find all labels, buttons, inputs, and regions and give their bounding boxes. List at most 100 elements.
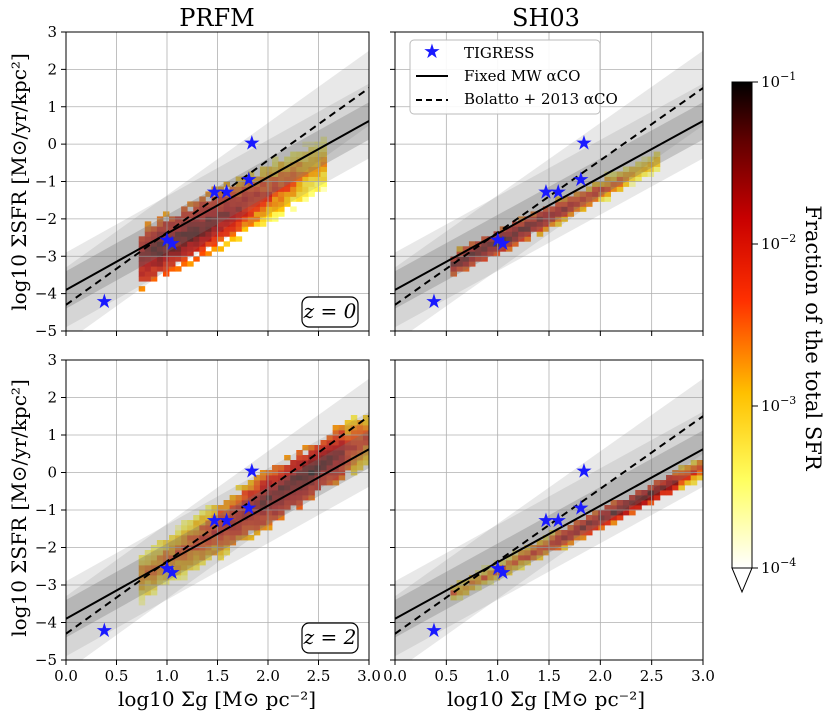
heatmap-cell [549, 206, 556, 212]
heatmap-cell [229, 206, 237, 212]
heatmap-cell [187, 560, 194, 566]
heatmap-cell [150, 246, 158, 252]
heatmap-cell [278, 505, 285, 511]
heatmap-cell [314, 156, 321, 162]
heatmap-cell [320, 440, 327, 446]
tigress-star: ★ [158, 227, 176, 251]
tigress-star: ★ [206, 180, 224, 204]
heatmap-cell [450, 271, 457, 277]
heatmap-cell [362, 420, 370, 426]
heatmap-cell [144, 560, 152, 566]
heatmap-cell [598, 525, 605, 531]
heatmap-cell [241, 191, 249, 197]
heatmap-cell [211, 241, 218, 247]
x-tick-label: 1.5 [206, 667, 230, 685]
heatmap-cell [536, 550, 544, 556]
heatmap-cell [604, 196, 611, 202]
heatmap-cell [296, 455, 303, 461]
x-tick-label: 2.0 [588, 667, 612, 685]
heatmap-cell [320, 465, 327, 471]
heatmap-cell [314, 176, 321, 182]
tigress-star: ★ [494, 231, 512, 255]
heatmap-cell [265, 186, 273, 192]
heatmap-cell [332, 445, 340, 451]
heatmap-cell [308, 181, 315, 187]
heatmap-cell [217, 550, 224, 556]
heatmap-cell [567, 530, 575, 536]
heatmap-cell [156, 256, 164, 262]
heatmap-cell [199, 510, 206, 516]
heatmap-cell [265, 495, 273, 501]
heatmap-cell [199, 206, 206, 212]
heatmap-cell [302, 485, 309, 491]
heatmap-cell [187, 236, 194, 242]
heatmap-cell [296, 495, 303, 501]
heatmap-cell [229, 495, 237, 501]
heatmap-cell [265, 485, 273, 491]
heatmap-cell [308, 480, 315, 486]
heatmap-cell [320, 450, 327, 456]
heatmap-cell [253, 525, 261, 531]
heatmap-cell [199, 251, 206, 257]
heatmap-cell [193, 565, 200, 571]
heatmap-cell [211, 206, 218, 212]
heatmap-cell [536, 540, 544, 546]
heatmap-cell [187, 246, 194, 252]
x-tick-label: 0.0 [54, 667, 78, 685]
heatmap-cell [356, 460, 364, 466]
heatmap-cell [356, 425, 364, 431]
heatmap-cell [278, 515, 285, 521]
heatmap-cell [272, 206, 279, 212]
heatmap-cell [487, 580, 494, 586]
heatmap-cell [181, 256, 188, 262]
heatmap-cell [278, 196, 285, 202]
heatmap-cell [229, 201, 237, 207]
x-axis-label-left: log10 Σg [M⊙ pc⁻²] [118, 687, 316, 711]
heatmap-cell [162, 570, 170, 576]
heatmap-cell [156, 251, 164, 257]
column-title-sh03: SH03 [512, 4, 580, 32]
heatmap-cell [205, 510, 212, 516]
heatmap-cell [450, 266, 457, 272]
heatmap-cell [505, 560, 513, 566]
heatmap-cell [320, 455, 327, 461]
tigress-star: ★ [95, 289, 113, 313]
heatmap-cell [468, 251, 476, 257]
heatmap-cell [518, 231, 525, 237]
heatmap-cell [338, 430, 346, 436]
heatmap-cell [573, 196, 581, 202]
heatmap-cell [284, 156, 291, 162]
bolatto-outer-band [66, 50, 369, 331]
heatmap-cell [290, 475, 297, 481]
heatmap-cell [326, 440, 334, 446]
heatmap-cell [259, 191, 267, 197]
heatmap-cell [362, 455, 370, 461]
heatmap-cell [205, 251, 212, 257]
heatmap-cell [290, 500, 297, 506]
heatmap-cell [138, 276, 146, 282]
heatmap-cell [622, 510, 630, 516]
heatmap-cell [241, 510, 249, 516]
heatmap-cell [241, 500, 249, 506]
heatmap-cell [290, 206, 297, 212]
heatmap-cell [199, 525, 206, 531]
heatmap-cell [481, 575, 488, 581]
heatmap-cell [647, 161, 655, 167]
column-title-prfm: PRFM [179, 4, 254, 32]
heatmap-cell [150, 276, 158, 282]
heatmap-cell [217, 515, 224, 521]
heatmap-cell [362, 415, 370, 421]
heatmap-cell [175, 236, 182, 242]
heatmap-cell [592, 510, 599, 516]
heatmap-cell [512, 555, 519, 561]
heatmap-cell [144, 565, 152, 571]
heatmap-cell [296, 450, 303, 456]
heatmap-cell [162, 241, 170, 247]
heatmap-cell [338, 440, 346, 446]
heatmap-cell [320, 161, 327, 167]
heatmap-cell [338, 465, 346, 471]
heatmap-cell [193, 241, 200, 247]
heatmap-cell [199, 246, 206, 252]
heatmap-cell [653, 480, 661, 486]
heatmap-cell [505, 241, 513, 247]
